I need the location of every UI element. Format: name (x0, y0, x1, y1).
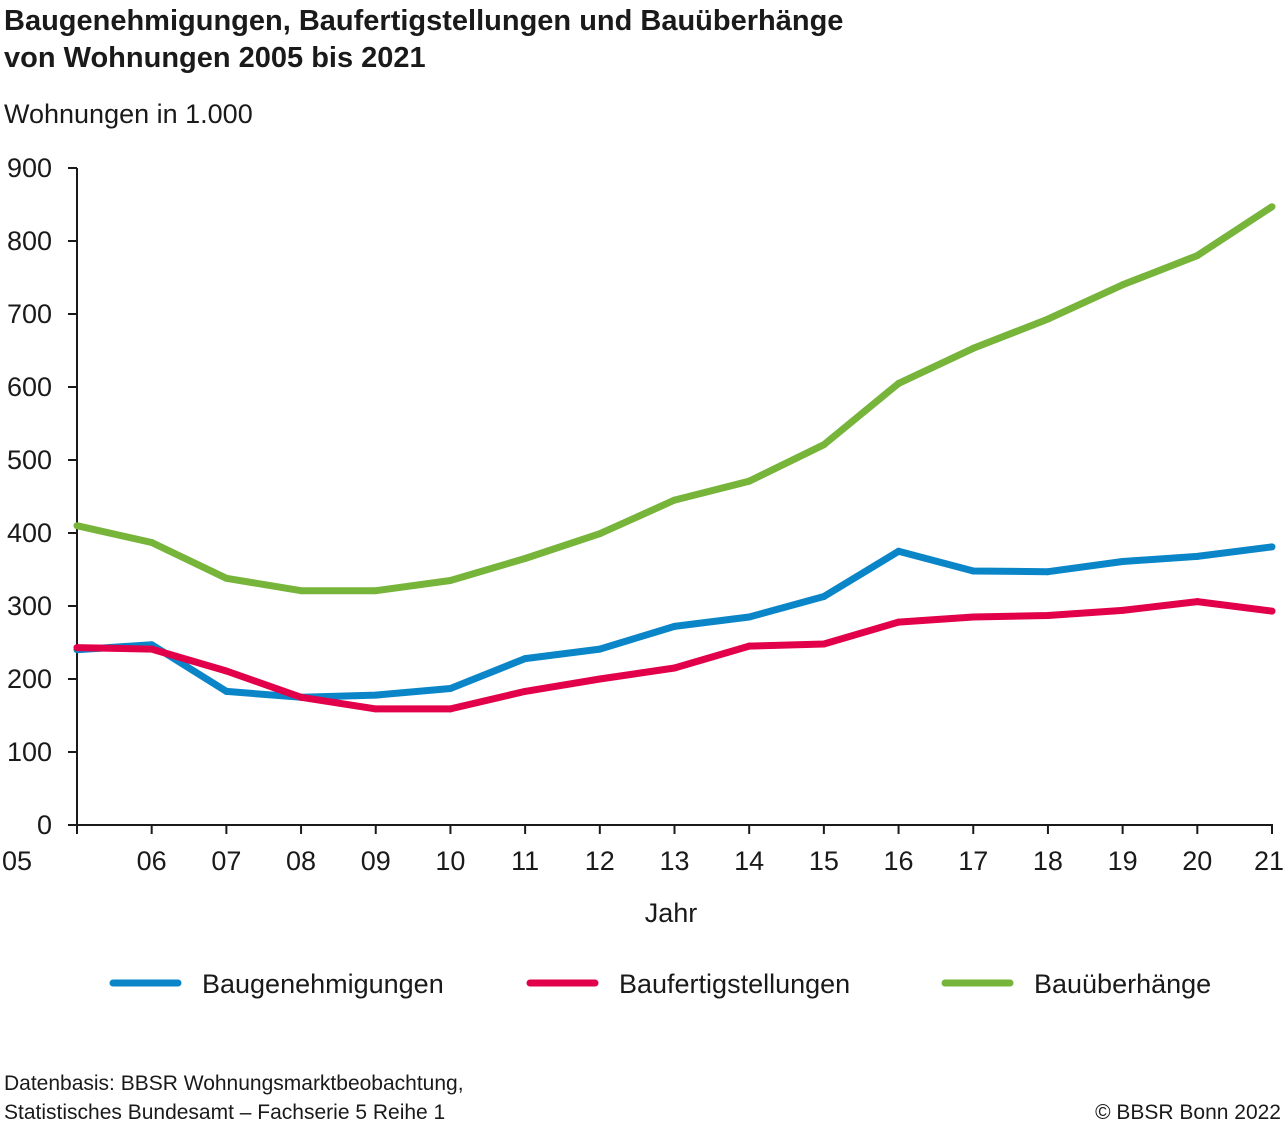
data-point-baufertigstellungen (297, 693, 305, 701)
data-point-bauueberhaenge (596, 530, 604, 538)
x-tick-label: 09 (361, 846, 391, 876)
data-point-baufertigstellungen (222, 667, 230, 675)
data-point-baufertigstellungen (1044, 612, 1052, 619)
copyright-note: © BBSR Bonn 2022 (1095, 1101, 1281, 1124)
y-tick-label: 400 (7, 518, 52, 548)
source-note-line-1: Datenbasis: BBSR Wohnungsmarktbeobachtun… (4, 1072, 464, 1095)
chart-title-line-2: von Wohnungen 2005 bis 2021 (4, 42, 426, 74)
legend-label-baugenehmigungen: Baugenehmigungen (202, 969, 444, 999)
data-point-bauueberhaenge (372, 587, 380, 595)
data-point-baugenehmigungen (1268, 543, 1276, 551)
y-tick-label: 300 (7, 591, 52, 621)
legend-label-bauueberhaenge: Bauüberhänge (1034, 969, 1211, 999)
legend-label-baufertigstellungen: Baufertigstellungen (619, 969, 850, 999)
x-tick-label: 19 (1108, 846, 1138, 876)
data-point-baufertigstellungen (671, 664, 678, 672)
y-tick-label: 200 (7, 664, 52, 694)
data-point-baufertigstellungen (1268, 607, 1276, 615)
y-axis-unit-label: Wohnungen in 1.000 (4, 99, 253, 129)
x-tick-label: 16 (884, 846, 914, 876)
y-tick-label: 700 (7, 299, 52, 329)
data-point-baufertigstellungen (73, 644, 81, 652)
data-point-baufertigstellungen (596, 675, 604, 683)
data-point-bauueberhaenge (745, 477, 753, 485)
x-tick-label: 13 (659, 846, 689, 876)
chart-title-line-1: Baugenehmigungen, Baufertigstellungen un… (4, 5, 843, 37)
x-axis-title: Jahr (645, 898, 698, 928)
data-point-baufertigstellungen (446, 705, 454, 713)
data-point-bauueberhaenge (671, 496, 678, 504)
data-point-baufertigstellungen (820, 640, 828, 648)
y-tick-label: 900 (7, 153, 52, 183)
data-point-bauueberhaenge (446, 577, 454, 584)
x-tick-label: 20 (1182, 846, 1212, 876)
x-tick-label: 17 (958, 846, 988, 876)
source-note-line-2: Statistisches Bundesamt – Fachserie 5 Re… (4, 1101, 445, 1124)
x-tick-label: 08 (286, 846, 316, 876)
data-point-bauueberhaenge (222, 574, 230, 582)
data-point-baufertigstellungen (372, 705, 380, 713)
data-point-baufertigstellungen (895, 618, 903, 626)
x-tick-label: 14 (734, 846, 764, 876)
series-line-baugenehmigungen (76, 543, 1273, 701)
x-tick-label: 18 (1033, 846, 1063, 876)
x-tick-label: 11 (511, 846, 539, 876)
data-point-baugenehmigungen (671, 622, 678, 630)
x-tick-label: 06 (137, 846, 167, 876)
data-point-baugenehmigungen (596, 645, 604, 653)
data-point-baugenehmigungen (745, 613, 753, 621)
x-tick-label: 15 (809, 846, 839, 876)
data-point-baugenehmigungen (446, 685, 454, 692)
data-point-baufertigstellungen (1193, 598, 1201, 606)
x-tick-label: 21 (1254, 846, 1284, 876)
y-tick-label: 500 (7, 445, 52, 475)
x-tick-label: 07 (211, 846, 241, 876)
data-point-bauueberhaenge (1119, 281, 1127, 289)
data-point-baugenehmigungen (895, 547, 903, 555)
data-point-bauueberhaenge (895, 379, 903, 387)
y-tick-label: 600 (7, 372, 52, 402)
data-point-bauueberhaenge (820, 441, 828, 449)
data-point-baufertigstellungen (745, 642, 753, 650)
y-tick-label: 800 (7, 226, 52, 256)
data-point-baugenehmigungen (222, 687, 230, 695)
data-point-bauueberhaenge (521, 555, 529, 562)
x-tick-label: 05 (2, 846, 32, 876)
data-point-baugenehmigungen (1193, 552, 1201, 560)
plot-area: 0 100 200 300 400 500 600 700 800 900 05 06 07 08 09 10… (2, 153, 1284, 876)
data-point-bauueberhaenge (1193, 252, 1201, 260)
data-point-baufertigstellungen (148, 645, 156, 653)
legend: Baugenehmigungen Baufertigstellungen Bauüb… (109, 969, 1211, 999)
data-point-baugenehmigungen (820, 593, 828, 600)
y-tick-label: 0 (37, 810, 52, 840)
x-tick-label: 10 (435, 846, 465, 876)
data-point-baugenehmigungen (1044, 568, 1052, 576)
data-point-bauueberhaenge (148, 539, 156, 546)
data-point-bauueberhaenge (297, 587, 305, 595)
data-point-baufertigstellungen (969, 613, 977, 621)
data-point-baufertigstellungen (1119, 606, 1127, 614)
data-point-baugenehmigungen (521, 655, 529, 663)
data-point-baugenehmigungen (372, 691, 380, 699)
y-tick-label: 100 (7, 737, 52, 767)
data-point-bauueberhaenge (969, 344, 977, 352)
data-point-bauueberhaenge (1044, 315, 1052, 323)
data-point-bauueberhaenge (73, 522, 81, 530)
data-point-baugenehmigungen (969, 567, 977, 575)
data-point-baufertigstellungen (521, 687, 529, 695)
data-point-bauueberhaenge (1268, 203, 1276, 211)
series-line-bauueberhaenge (76, 203, 1274, 595)
x-tick-label: 12 (585, 846, 615, 876)
data-point-baugenehmigungen (1119, 558, 1127, 565)
